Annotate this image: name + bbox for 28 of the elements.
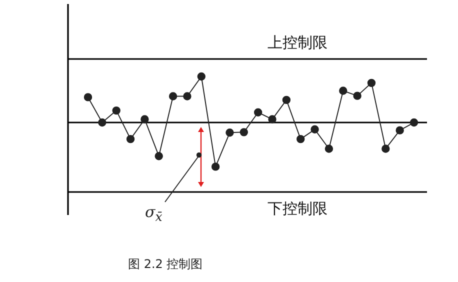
point [353, 92, 362, 100]
point [140, 115, 149, 124]
point [367, 78, 376, 88]
point [296, 134, 305, 144]
point [396, 126, 404, 134]
point [112, 106, 120, 115]
point [240, 128, 248, 136]
caption: 图 2.2 控制图 [128, 256, 203, 273]
point [197, 72, 206, 81]
ref-line-label: 下控制限 [268, 199, 328, 218]
text: σ$_{x̄}$ [145, 203, 162, 224]
point [226, 128, 234, 137]
ref-line-label: 上控制限 [268, 33, 328, 52]
point [183, 92, 192, 100]
point [254, 108, 262, 116]
point [154, 152, 163, 160]
point [282, 96, 291, 104]
point [84, 93, 92, 102]
point [168, 92, 178, 100]
point [339, 86, 348, 95]
point [126, 134, 135, 144]
point [324, 144, 334, 153]
point [211, 162, 220, 171]
point [382, 144, 390, 153]
point [98, 118, 106, 127]
point [268, 115, 276, 124]
point [410, 118, 418, 127]
point [310, 125, 319, 134]
